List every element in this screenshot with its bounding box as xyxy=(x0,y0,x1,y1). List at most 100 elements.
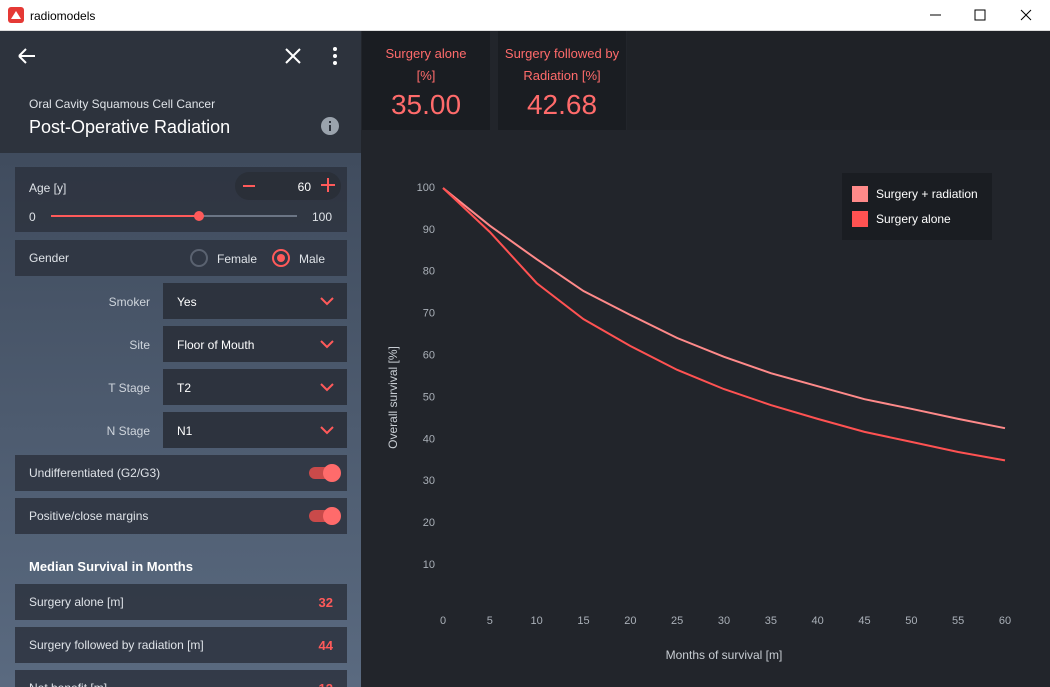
y-tick-label: 30 xyxy=(423,475,435,487)
select-label: N Stage xyxy=(106,424,150,438)
chevron xyxy=(320,297,334,306)
select-value: T2 xyxy=(177,381,192,395)
app-icon xyxy=(8,7,24,23)
legend-label: Surgery + radiation xyxy=(876,187,978,201)
series-line xyxy=(442,187,1006,462)
title: Post-Operative Radiation xyxy=(29,117,231,137)
legend-swatch xyxy=(852,211,868,227)
result-row: Surgery followed by radiation [m] 44 xyxy=(15,627,347,663)
select[interactable]: T2 xyxy=(163,369,347,405)
card-value: 42.68 xyxy=(526,89,598,120)
select[interactable]: Yes xyxy=(163,283,347,319)
toggle-label: Undifferentiated (G2/G3) xyxy=(29,466,161,480)
window-title: radiomodels xyxy=(30,9,96,23)
card-label: Surgery alone [%] xyxy=(385,46,467,83)
series-line xyxy=(442,187,1006,430)
decrement[interactable] xyxy=(243,185,255,187)
select[interactable]: N1 xyxy=(163,412,347,448)
result-card: Surgery followed by Radiation [%] 42.68 xyxy=(498,31,626,130)
toggle-label: Positive/close margins xyxy=(29,509,149,523)
select-label: T Stage xyxy=(108,381,150,395)
y-tick-label: 60 xyxy=(423,350,435,362)
result-value: 32 xyxy=(318,595,333,610)
y-tick-label: 100 xyxy=(417,182,435,194)
result-card: Surgery alone [%] 35.00 xyxy=(362,31,490,130)
menu-button[interactable] xyxy=(329,45,341,67)
x-tick-label: 50 xyxy=(905,615,917,627)
x-tick-label: 20 xyxy=(624,615,636,627)
close-button[interactable] xyxy=(283,46,303,66)
select-value: Floor of Mouth xyxy=(177,338,255,352)
legend-box xyxy=(842,173,992,240)
legend-label: Surgery alone xyxy=(876,212,951,226)
title-bar: radiomodels xyxy=(0,0,1050,31)
info-icon[interactable] xyxy=(321,117,339,135)
x-tick-label: 15 xyxy=(577,615,589,627)
select-label: Site xyxy=(129,338,150,352)
select-value: Yes xyxy=(177,295,197,309)
result-value: 12 xyxy=(319,681,333,687)
gender-row: Gender Female Male xyxy=(15,240,347,276)
result-label: Net benefit [m] xyxy=(29,681,107,687)
age-value: 60 xyxy=(297,180,311,194)
increment-icon xyxy=(321,178,335,192)
toggle-row: Undifferentiated (G2/G3) xyxy=(15,455,347,491)
x-tick-label: 60 xyxy=(999,615,1011,627)
result-label: Surgery followed by radiation [m] xyxy=(29,638,204,652)
age-min: 0 xyxy=(29,210,36,224)
subtitle: Oral Cavity Squamous Cell Cancer xyxy=(29,97,216,111)
radio[interactable] xyxy=(272,249,290,267)
x-tick-label: 0 xyxy=(440,615,446,627)
toggle-knob[interactable] xyxy=(323,464,341,482)
radio-label: Male xyxy=(299,252,326,266)
result-label: Surgery alone [m] xyxy=(29,595,124,609)
age-max: 100 xyxy=(312,210,333,224)
x-tick-label: 40 xyxy=(812,615,824,627)
y-tick-label: 90 xyxy=(423,224,435,236)
select-value: N1 xyxy=(177,424,193,438)
x-axis-label: Months of survival [m] xyxy=(666,648,783,662)
age-label: Age [y] xyxy=(29,181,67,195)
toggle-knob[interactable] xyxy=(323,507,341,525)
result-row: Net benefit [m] 12 xyxy=(15,670,347,687)
y-tick-label: 50 xyxy=(423,391,435,403)
radio-label: Female xyxy=(217,252,258,266)
window-controls[interactable] xyxy=(920,0,1050,31)
result-row: Surgery alone [m] 32 xyxy=(15,584,347,620)
y-axis-label: Overall survival [%] xyxy=(386,346,400,449)
card-value: 35.00 xyxy=(390,89,462,120)
radio[interactable] xyxy=(190,249,208,267)
result-value: 44 xyxy=(318,638,333,653)
side-panel: Oral Cavity Squamous Cell Cancer Post-Op… xyxy=(0,31,361,687)
top-strip xyxy=(627,31,1050,130)
gender-label: Gender xyxy=(29,251,70,265)
legend-swatch xyxy=(852,186,868,202)
chart: 10 20 30 40 50 60 70 80 90 100 0 5 10 15 20 25 30 35 40 45 5… xyxy=(386,31,1050,662)
panel-header: Oral Cavity Squamous Cell Cancer Post-Op… xyxy=(0,31,361,153)
age-row: Age [y] 60 0 100 xyxy=(15,167,347,232)
toggle-row: Positive/close margins xyxy=(15,498,347,534)
x-tick-label: 30 xyxy=(718,615,730,627)
slider-fill xyxy=(51,215,199,217)
back-button[interactable] xyxy=(16,45,38,67)
y-tick-label: 10 xyxy=(423,559,435,571)
x-tick-label: 35 xyxy=(765,615,777,627)
section-title: Median Survival in Months xyxy=(29,559,193,574)
x-tick-label: 45 xyxy=(858,615,870,627)
bar xyxy=(327,178,329,192)
x-tick-label: 10 xyxy=(531,615,543,627)
chevron xyxy=(320,383,334,392)
select[interactable]: Floor of Mouth xyxy=(163,326,347,362)
y-tick-label: 70 xyxy=(423,308,435,320)
slider-knob[interactable] xyxy=(193,211,204,221)
select-label: Smoker xyxy=(108,295,150,309)
y-tick-label: 40 xyxy=(423,433,435,445)
chevron xyxy=(320,340,334,349)
y-tick-label: 20 xyxy=(423,517,435,529)
radio-dot xyxy=(277,254,285,262)
x-tick-label: 25 xyxy=(671,615,683,627)
card-label: Surgery followed by Radiation [%] xyxy=(504,46,620,83)
x-tick-label: 5 xyxy=(487,615,493,627)
y-tick-label: 80 xyxy=(423,266,435,278)
